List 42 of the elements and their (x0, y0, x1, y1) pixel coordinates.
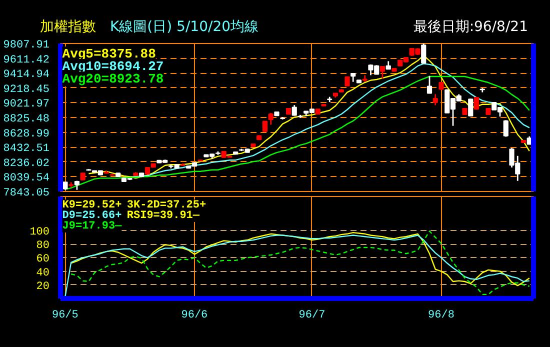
y-tick-label: 9807.91 (3, 40, 50, 52)
text: D9=25.66+ (62, 210, 122, 222)
y-tick-label: 60 (36, 254, 50, 266)
x-tick-label: 96/8 (428, 310, 454, 322)
y-tick-label: 9218.45 (3, 84, 50, 96)
candlestick (468, 98, 474, 117)
candlestick (262, 120, 268, 132)
text: Avg10=8694.27 (62, 59, 164, 74)
y-tick-label: 7843.05 (3, 188, 50, 200)
candlestick (503, 119, 508, 138)
text: 最後日期:96/8/21 (413, 18, 528, 37)
y-tick-label: 100 (30, 226, 50, 238)
annotation: 3K-2D=37.25+ (126, 200, 207, 212)
y-tick-label: 20 (36, 280, 50, 293)
x-tick-label: 96/7 (298, 310, 326, 322)
text: K9=29.52+ (62, 200, 122, 212)
y-tick-label: 8628.99 (3, 128, 50, 140)
candlestick (268, 112, 274, 126)
y-tick-label: 8039.54 (3, 172, 50, 185)
candlestick (432, 93, 438, 106)
candlestick (426, 75, 432, 94)
annotation: RSI9=39.91— (126, 210, 200, 222)
x-tick-label: 96/5 (52, 310, 78, 322)
y-tick-label: 8236.02 (3, 158, 50, 170)
candlestick (421, 44, 426, 64)
y-tick-label: 9611.42 (3, 54, 50, 66)
y-tick-label: 9021.97 (3, 98, 50, 111)
chart-title: 加權指數 (40, 18, 96, 37)
x-tick-label: 96/6 (181, 310, 208, 322)
text: J9=17.93— (62, 220, 122, 232)
y-tick-label: 8825.48 (3, 114, 50, 126)
y-tick-label: 80 (36, 240, 50, 252)
text: Avg5=8375.88 (62, 46, 156, 62)
candlestick (344, 76, 350, 86)
y-tick-label: 8432.51 (3, 143, 50, 156)
candlestick (380, 66, 386, 80)
y-tick-label: 9414.94 (3, 69, 50, 82)
y-tick-label: 40 (36, 267, 50, 280)
text: Avg20=8923.78 (62, 72, 164, 86)
chart-subtitle: K線圖(日) 5/10/20均線 (110, 18, 259, 37)
candlestick (474, 96, 480, 110)
line-series (70, 232, 530, 286)
